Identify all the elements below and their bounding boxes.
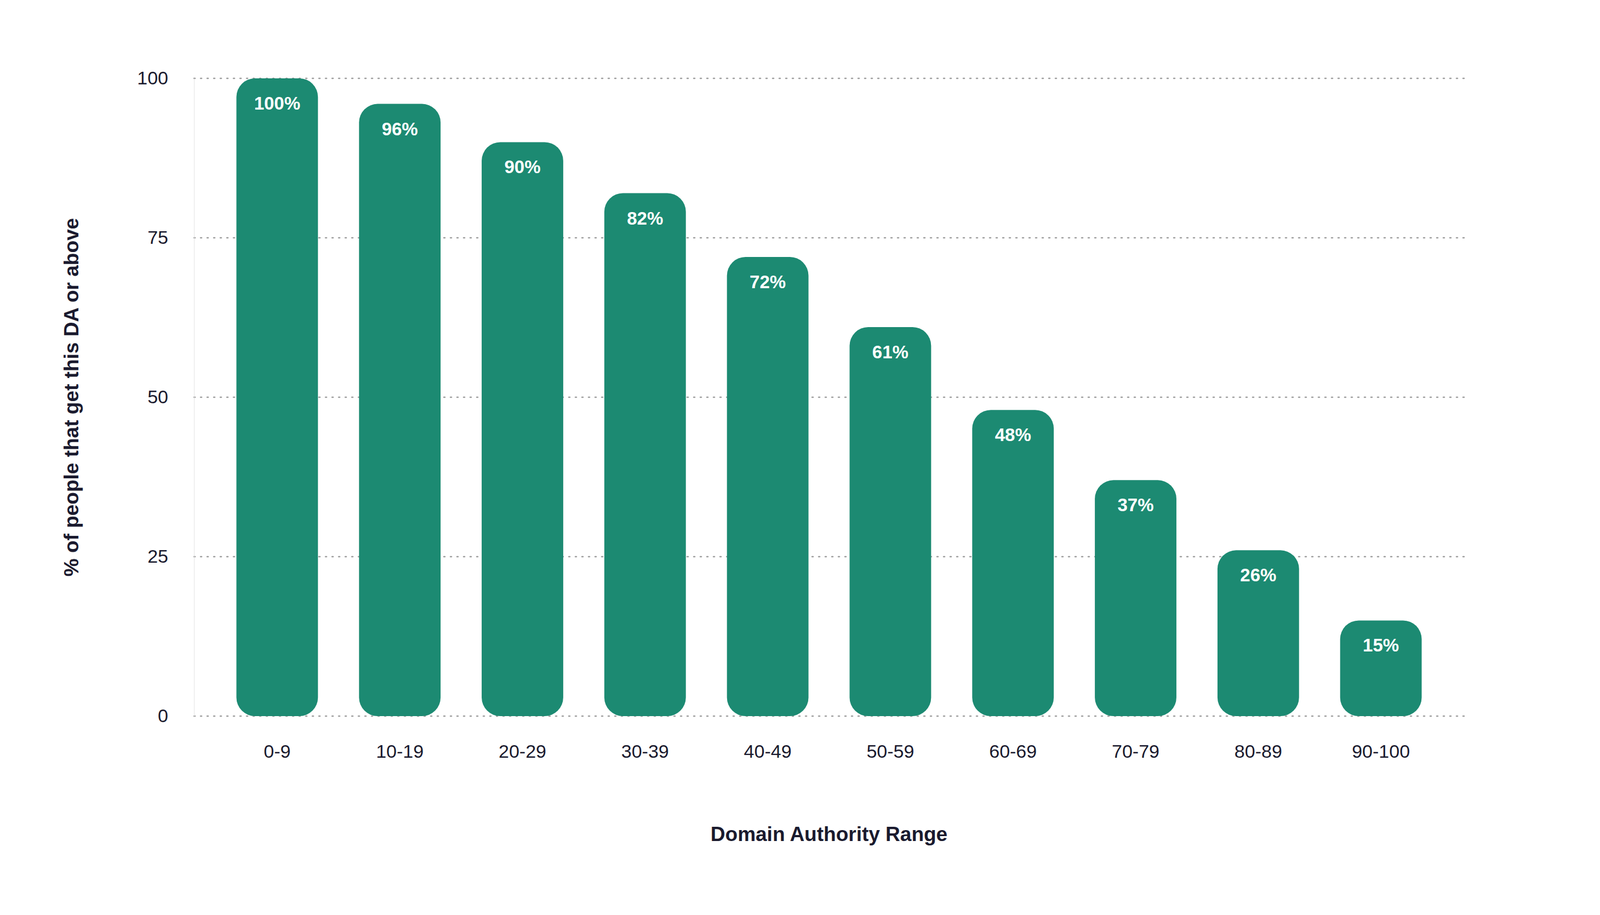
data-label: 26% xyxy=(1240,564,1277,586)
bar xyxy=(1340,620,1422,717)
bar xyxy=(604,193,687,717)
bar xyxy=(236,78,318,717)
y-tick-label: 0 xyxy=(157,705,169,727)
x-axis-title: Domain Authority Range xyxy=(710,823,948,846)
y-tick: 50 xyxy=(147,386,194,408)
y-tick: 0 xyxy=(157,705,194,727)
grid-line xyxy=(193,77,1465,80)
x-tick-label: 90-100 xyxy=(1351,740,1410,762)
bar xyxy=(1217,550,1300,717)
x-tick-label: 70-79 xyxy=(1111,740,1160,762)
bar xyxy=(481,141,564,717)
data-label: 15% xyxy=(1362,635,1399,656)
bar xyxy=(972,409,1054,717)
data-label: 61% xyxy=(872,341,909,363)
bar xyxy=(849,327,931,717)
data-label: 100% xyxy=(254,93,301,114)
grid xyxy=(193,78,1465,717)
data-label: 48% xyxy=(995,424,1032,445)
x-tick-label: 20-29 xyxy=(498,740,547,762)
y-axis-line xyxy=(193,78,195,717)
x-tick: 0-9 xyxy=(263,716,291,762)
y-axis: 0 25 50 75 100 xyxy=(136,67,194,727)
x-axis: 0-9 10-19 20-29 30-39 40-49 50-59 60-69 70-79 80… xyxy=(263,716,1410,762)
x-tick-label: 30-39 xyxy=(621,740,670,762)
data-label: 72% xyxy=(749,271,786,293)
x-tick: 70-79 xyxy=(1111,716,1160,762)
data-label: 82% xyxy=(626,208,664,229)
y-axis-title: % of people that get this DA or above xyxy=(60,218,83,577)
x-tick-label: 50-59 xyxy=(866,740,914,762)
x-tick: 10-19 xyxy=(375,716,424,762)
bar xyxy=(358,104,441,717)
bar xyxy=(1094,480,1177,717)
data-label: 96% xyxy=(381,118,419,140)
y-tick: 75 xyxy=(147,226,194,248)
y-tick-label: 50 xyxy=(147,386,169,408)
x-tick-label: 40-49 xyxy=(744,740,792,762)
data-labels: 100% 96% 90% 82% 72% 61% 48% 37% 26% 15% xyxy=(254,93,1400,656)
bars xyxy=(236,78,1422,717)
y-tick-label: 75 xyxy=(147,226,169,248)
x-tick-label: 10-19 xyxy=(375,740,424,762)
x-tick: 90-100 xyxy=(1351,716,1410,762)
x-tick: 40-49 xyxy=(744,716,792,762)
x-tick-label: 80-89 xyxy=(1234,740,1283,762)
x-tick: 30-39 xyxy=(621,716,670,762)
x-tick-label: 0-9 xyxy=(263,740,291,762)
x-tick: 80-89 xyxy=(1234,716,1283,762)
y-tick: 100 xyxy=(136,67,194,89)
chart: 0 25 50 75 100 0-9 10-19 20-29 30-39 40-49 50-59 60… xyxy=(0,0,1600,915)
data-label: 90% xyxy=(504,156,541,177)
data-label: 37% xyxy=(1117,494,1154,516)
x-tick-label: 60-69 xyxy=(989,740,1037,762)
bar xyxy=(727,256,809,717)
x-tick: 50-59 xyxy=(866,716,914,762)
y-tick-label: 25 xyxy=(147,545,169,567)
y-tick: 25 xyxy=(147,545,194,567)
x-tick: 60-69 xyxy=(989,716,1037,762)
x-tick: 20-29 xyxy=(498,716,547,762)
y-tick-label: 100 xyxy=(136,67,169,89)
